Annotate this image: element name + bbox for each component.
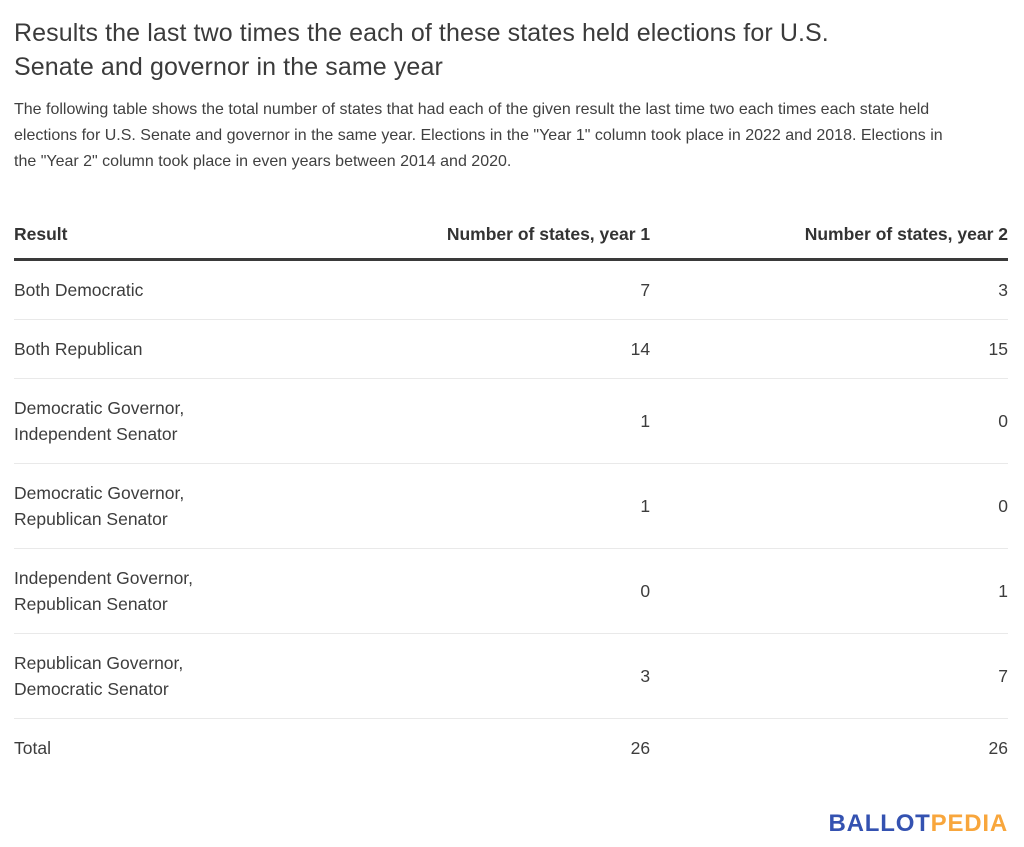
result-label: Democratic Governor, Republican Senator [14,483,185,529]
year1-cell: 14 [630,339,651,359]
result-cell: Democratic Governor, Independent Senator [14,379,362,464]
table-row: Democratic Governor, Republican Senator … [14,464,1008,549]
logo-ballot-text: BALLOT [828,810,931,837]
table-row: Independent Governor, Republican Senator… [14,549,1008,634]
table-row: Both Republican 14 15 [14,320,1008,379]
year2-cell: 1 [998,581,1008,601]
result-label: Independent Governor, Republican Senator [14,568,194,614]
page-title: Results the last two times the each of t… [14,19,829,81]
column-header-result: Result [14,224,362,261]
result-label: Both Democratic [14,280,144,300]
page-description: The following table shows the total numb… [14,101,943,170]
year2-cell: 0 [998,411,1008,431]
result-cell: Democratic Governor, Republican Senator [14,464,362,549]
table-row: Both Democratic 7 3 [14,260,1008,320]
result-cell: Both Democratic [14,260,362,320]
logo-pedia-text: PEDIA [930,810,1008,837]
column-header-year2: Number of states, year 2 [650,224,1008,261]
result-label: Democratic Governor, Independent Senator [14,398,185,444]
result-cell: Total [14,719,362,778]
year1-cell: 26 [630,738,651,758]
result-label: Total [14,738,51,758]
year2-cell: 7 [998,666,1008,686]
year2-cell: 26 [988,738,1008,758]
year2-cell: 15 [988,339,1008,359]
table-row-total: Total 26 26 [14,719,1008,778]
year1-cell: 7 [640,280,651,300]
year2-cell: 3 [998,280,1008,300]
result-cell: Both Republican [14,320,362,379]
year1-cell: 3 [640,666,651,686]
footer: BALLOTPEDIA [14,810,1008,838]
table-row: Democratic Governor, Independent Senator… [14,379,1008,464]
table-header-row: Result Number of states, year 1 Number o… [14,224,1008,261]
result-cell: Republican Governor, Democratic Senator [14,634,362,719]
result-cell: Independent Governor, Republican Senator [14,549,362,634]
year1-cell: 1 [640,411,651,431]
ballotpedia-logo: BALLOTPEDIA [829,810,1008,838]
result-label: Republican Governor, Democratic Senator [14,653,184,699]
result-label: Both Republican [14,339,143,359]
column-header-year1: Number of states, year 1 [361,224,651,261]
year2-cell: 0 [998,496,1008,516]
results-table: Result Number of states, year 1 Number o… [14,224,1008,777]
year1-cell: 1 [640,496,651,516]
year1-cell: 0 [640,581,651,601]
table-row: Republican Governor, Democratic Senator … [14,634,1008,719]
